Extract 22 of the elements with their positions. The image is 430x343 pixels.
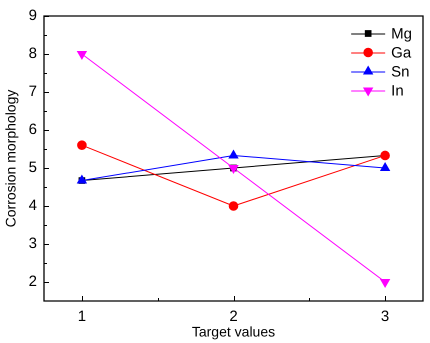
point xyxy=(380,279,390,288)
point xyxy=(228,150,238,158)
legend-label: In xyxy=(391,82,404,100)
y-tick-label: 3 xyxy=(28,235,37,252)
x-tick-label: 1 xyxy=(78,308,86,326)
y-tick-label: 9 xyxy=(28,7,37,24)
legend-label: Mg xyxy=(391,26,412,43)
y-axis-title: Corrosion morphology xyxy=(2,90,18,228)
x-tick-label: 3 xyxy=(380,308,390,326)
y-tick-label: 6 xyxy=(28,121,37,138)
point xyxy=(77,140,87,150)
y-tick-label: 2 xyxy=(28,273,37,290)
point xyxy=(228,201,238,211)
y-tick-label: 4 xyxy=(28,197,37,214)
point xyxy=(380,162,390,171)
y-tick-label: 5 xyxy=(28,159,37,176)
y-tick-label: 8 xyxy=(28,45,37,62)
legend-label: Ga xyxy=(391,44,412,62)
legend-label: Sn xyxy=(391,64,410,81)
x-tick-label: 2 xyxy=(229,308,238,326)
y-tick-label: 7 xyxy=(28,83,37,100)
x-axis-title: Target values xyxy=(192,323,276,340)
